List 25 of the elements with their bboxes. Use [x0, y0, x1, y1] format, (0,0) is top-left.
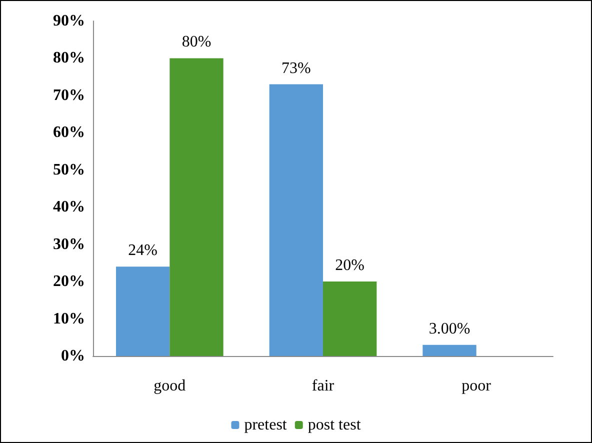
data-label: 73% [282, 60, 311, 77]
x-tick-label: fair [312, 378, 335, 394]
legend-label: pretest [244, 416, 288, 434]
data-label: 80% [182, 34, 212, 51]
data-label: 24% [128, 242, 158, 260]
y-tick-label: 30% [53, 236, 85, 253]
y-tick-label: 10% [53, 310, 85, 328]
y-tick-label: 50% [53, 161, 85, 178]
y-tick-label: 40% [53, 198, 85, 216]
bar [116, 266, 170, 356]
x-tick-label: good [154, 378, 186, 394]
bar [323, 282, 377, 356]
bar [422, 344, 476, 356]
y-tick-label: 80% [53, 50, 85, 67]
legend-label: post test [308, 416, 362, 434]
bar [269, 84, 323, 356]
bar [170, 58, 224, 356]
x-tick-label: poor [462, 378, 492, 394]
y-tick-label: 20% [53, 273, 85, 290]
data-label: 3.00% [428, 320, 470, 338]
y-tick-label: 90% [53, 12, 85, 30]
y-tick-label: 60% [53, 124, 85, 142]
y-tick-label: 70% [53, 86, 85, 104]
y-tick-label: 0% [61, 348, 85, 364]
data-label: 20% [335, 257, 364, 274]
